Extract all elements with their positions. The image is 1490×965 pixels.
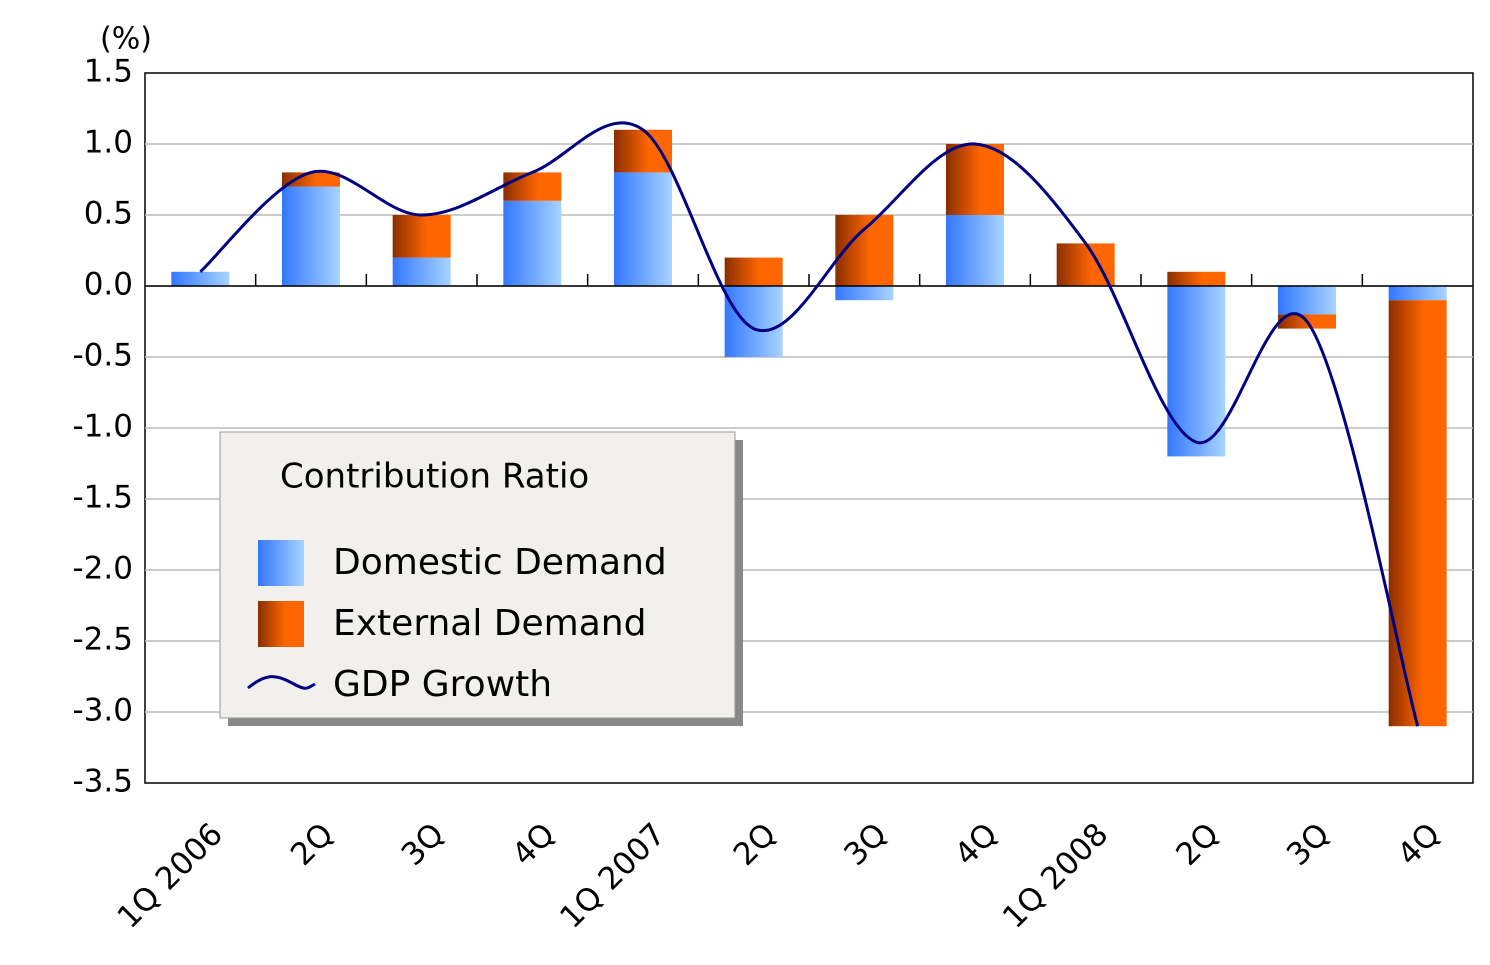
bar xyxy=(946,215,1004,286)
legend-label: External Demand xyxy=(333,603,646,644)
bar xyxy=(614,129,672,173)
legend-swatch xyxy=(258,540,304,586)
y-tick-label: -0.5 xyxy=(73,338,134,374)
y-tick-label: -2.0 xyxy=(73,551,134,587)
bar xyxy=(1388,300,1447,727)
y-tick-label: 1.0 xyxy=(84,125,133,161)
legend-swatch xyxy=(258,601,304,647)
x-tick-label: 2Q xyxy=(284,816,341,873)
legend-line xyxy=(247,675,316,690)
bar xyxy=(724,257,783,286)
x-tick-label: 1Q 2007 xyxy=(553,816,672,935)
x-tick-label: 1Q 2008 xyxy=(996,816,1115,935)
x-tick-label: 2Q xyxy=(727,816,784,873)
y-tick-label: -1.5 xyxy=(73,480,134,516)
legend-label: Domestic Demand xyxy=(333,542,667,583)
bar xyxy=(946,144,1004,215)
bar xyxy=(1388,286,1447,301)
bar xyxy=(724,286,783,357)
bar xyxy=(171,271,230,286)
legend: Contribution Ratio Domestic Demand Exter… xyxy=(219,431,743,726)
bar xyxy=(282,172,340,187)
y-unit: (%) xyxy=(100,22,152,57)
x-tick-label: 3Q xyxy=(837,816,894,873)
y-tick-label: -2.5 xyxy=(73,622,134,658)
x-tick-label: 3Q xyxy=(1280,816,1337,873)
x-tick-label: 2Q xyxy=(1169,816,1226,873)
legend-title: Contribution Ratio xyxy=(280,457,589,497)
legend-box xyxy=(219,431,736,719)
bar xyxy=(392,215,451,258)
x-tick-label: 1Q 2006 xyxy=(111,816,230,935)
bar xyxy=(1167,271,1226,286)
bar xyxy=(503,172,562,201)
bar xyxy=(392,257,451,286)
y-tick-label: -3.5 xyxy=(73,764,134,800)
x-tick-label: 4Q xyxy=(505,816,562,873)
x-tick-label: 3Q xyxy=(395,816,452,873)
x-tick-label: 4Q xyxy=(1391,816,1448,873)
bar xyxy=(835,286,894,301)
line xyxy=(199,121,1420,727)
legend-label: GDP Growth xyxy=(333,664,552,705)
bar xyxy=(503,200,562,286)
y-tick-label: 1.5 xyxy=(84,54,133,90)
bar xyxy=(614,172,672,286)
y-tick-label: -3.0 xyxy=(73,693,134,729)
y-tick-label: 0.5 xyxy=(84,196,133,232)
bar xyxy=(1278,286,1336,315)
x-tick-label: 4Q xyxy=(948,816,1005,873)
y-tick-label: 0.0 xyxy=(84,267,133,303)
bar xyxy=(282,186,340,286)
y-tick-label: -1.0 xyxy=(73,409,134,445)
bar xyxy=(1167,286,1226,457)
